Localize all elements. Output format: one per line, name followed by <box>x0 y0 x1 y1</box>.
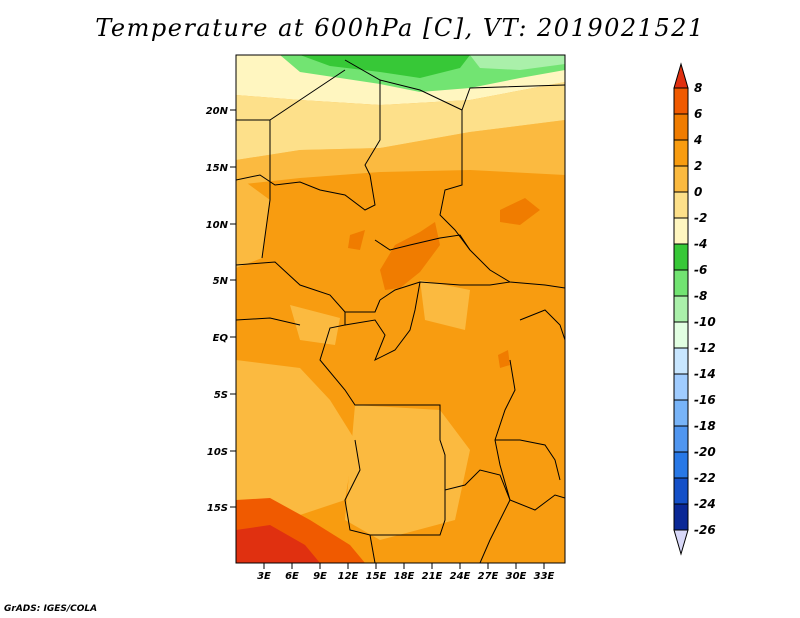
lon-label: 9E <box>313 571 327 582</box>
colorbar-segment <box>673 113 689 141</box>
temperature-field <box>236 55 565 563</box>
lon-label: 33E <box>534 571 555 582</box>
latitude-labels: 20N 15N 10N 5N EQ 5S 10S 15S <box>206 106 229 514</box>
colorbar-segment <box>673 425 689 453</box>
colorbar-label: -10 <box>694 315 716 329</box>
colorbar-segment <box>673 139 689 167</box>
longitude-ticks <box>263 563 545 569</box>
lat-label: 15N <box>206 163 229 174</box>
colorbar-segment <box>673 347 689 375</box>
lon-label: 27E <box>478 571 499 582</box>
colorbar-segment <box>673 295 689 323</box>
colorbar-label: -6 <box>694 263 707 277</box>
footer-credit: GrADS: IGES/COLA <box>4 604 98 614</box>
colorbar-segment <box>673 321 689 349</box>
colorbar: 8 6 4 2 0 -2 -4 -6 -8 -10 -12 -14 -16 -18 -20 -22 -24 -26 <box>673 62 716 556</box>
lon-label: 15E <box>366 571 387 582</box>
lat-label: EQ <box>213 333 229 344</box>
colorbar-segment <box>673 87 689 115</box>
colorbar-top-arrow <box>673 62 689 89</box>
colorbar-label: 2 <box>694 159 702 173</box>
colorbar-segment <box>673 477 689 505</box>
colorbar-segment <box>673 373 689 401</box>
lat-label: 10N <box>206 220 229 231</box>
country-boundaries <box>236 59 565 563</box>
colorbar-segment <box>673 399 689 427</box>
colorbar-label: -18 <box>694 419 716 433</box>
colorbar-label: -12 <box>694 341 716 355</box>
colorbar-segment <box>673 217 689 245</box>
lon-label: 3E <box>257 571 271 582</box>
colorbar-bottom-arrow <box>673 529 689 556</box>
colorbar-label: -8 <box>694 289 707 303</box>
colorbar-label: -24 <box>694 497 716 511</box>
colorbar-segment <box>673 269 689 297</box>
colorbar-label: 8 <box>694 81 702 95</box>
colorbar-segment <box>673 503 689 531</box>
lon-label: 21E <box>422 571 443 582</box>
colorbar-label: -20 <box>694 445 716 459</box>
colorbar-label: 6 <box>694 107 702 121</box>
colorbar-segment <box>673 243 689 271</box>
lat-label: 10S <box>207 447 228 458</box>
colorbar-label: -2 <box>694 211 707 225</box>
map-title: Temperature at 600hPa [C], VT: 201902152… <box>95 14 705 42</box>
colorbar-label: -16 <box>694 393 716 407</box>
colorbar-segment <box>673 165 689 193</box>
lat-label: 5S <box>214 390 228 401</box>
lon-label: 24E <box>450 571 471 582</box>
colorbar-label: 0 <box>694 185 702 199</box>
lat-label: 20N <box>206 106 229 117</box>
colorbar-segment <box>673 191 689 219</box>
lat-label: 5N <box>213 276 229 287</box>
lon-label: 18E <box>394 571 415 582</box>
colorbar-segment <box>673 451 689 479</box>
lat-label: 15S <box>207 503 228 514</box>
colorbar-label: 4 <box>693 133 702 147</box>
colorbar-label: -22 <box>694 471 716 485</box>
colorbar-label: -4 <box>694 237 707 251</box>
colorbar-label: -14 <box>694 367 716 381</box>
lon-label: 30E <box>506 571 527 582</box>
colorbar-label: -26 <box>694 523 716 537</box>
lon-label: 6E <box>285 571 299 582</box>
latitude-ticks <box>230 109 236 508</box>
longitude-labels: 3E 6E 9E 12E 15E 18E 21E 24E 27E 30E 33E <box>257 571 554 582</box>
lon-label: 12E <box>338 571 359 582</box>
map-frame <box>235 54 566 564</box>
